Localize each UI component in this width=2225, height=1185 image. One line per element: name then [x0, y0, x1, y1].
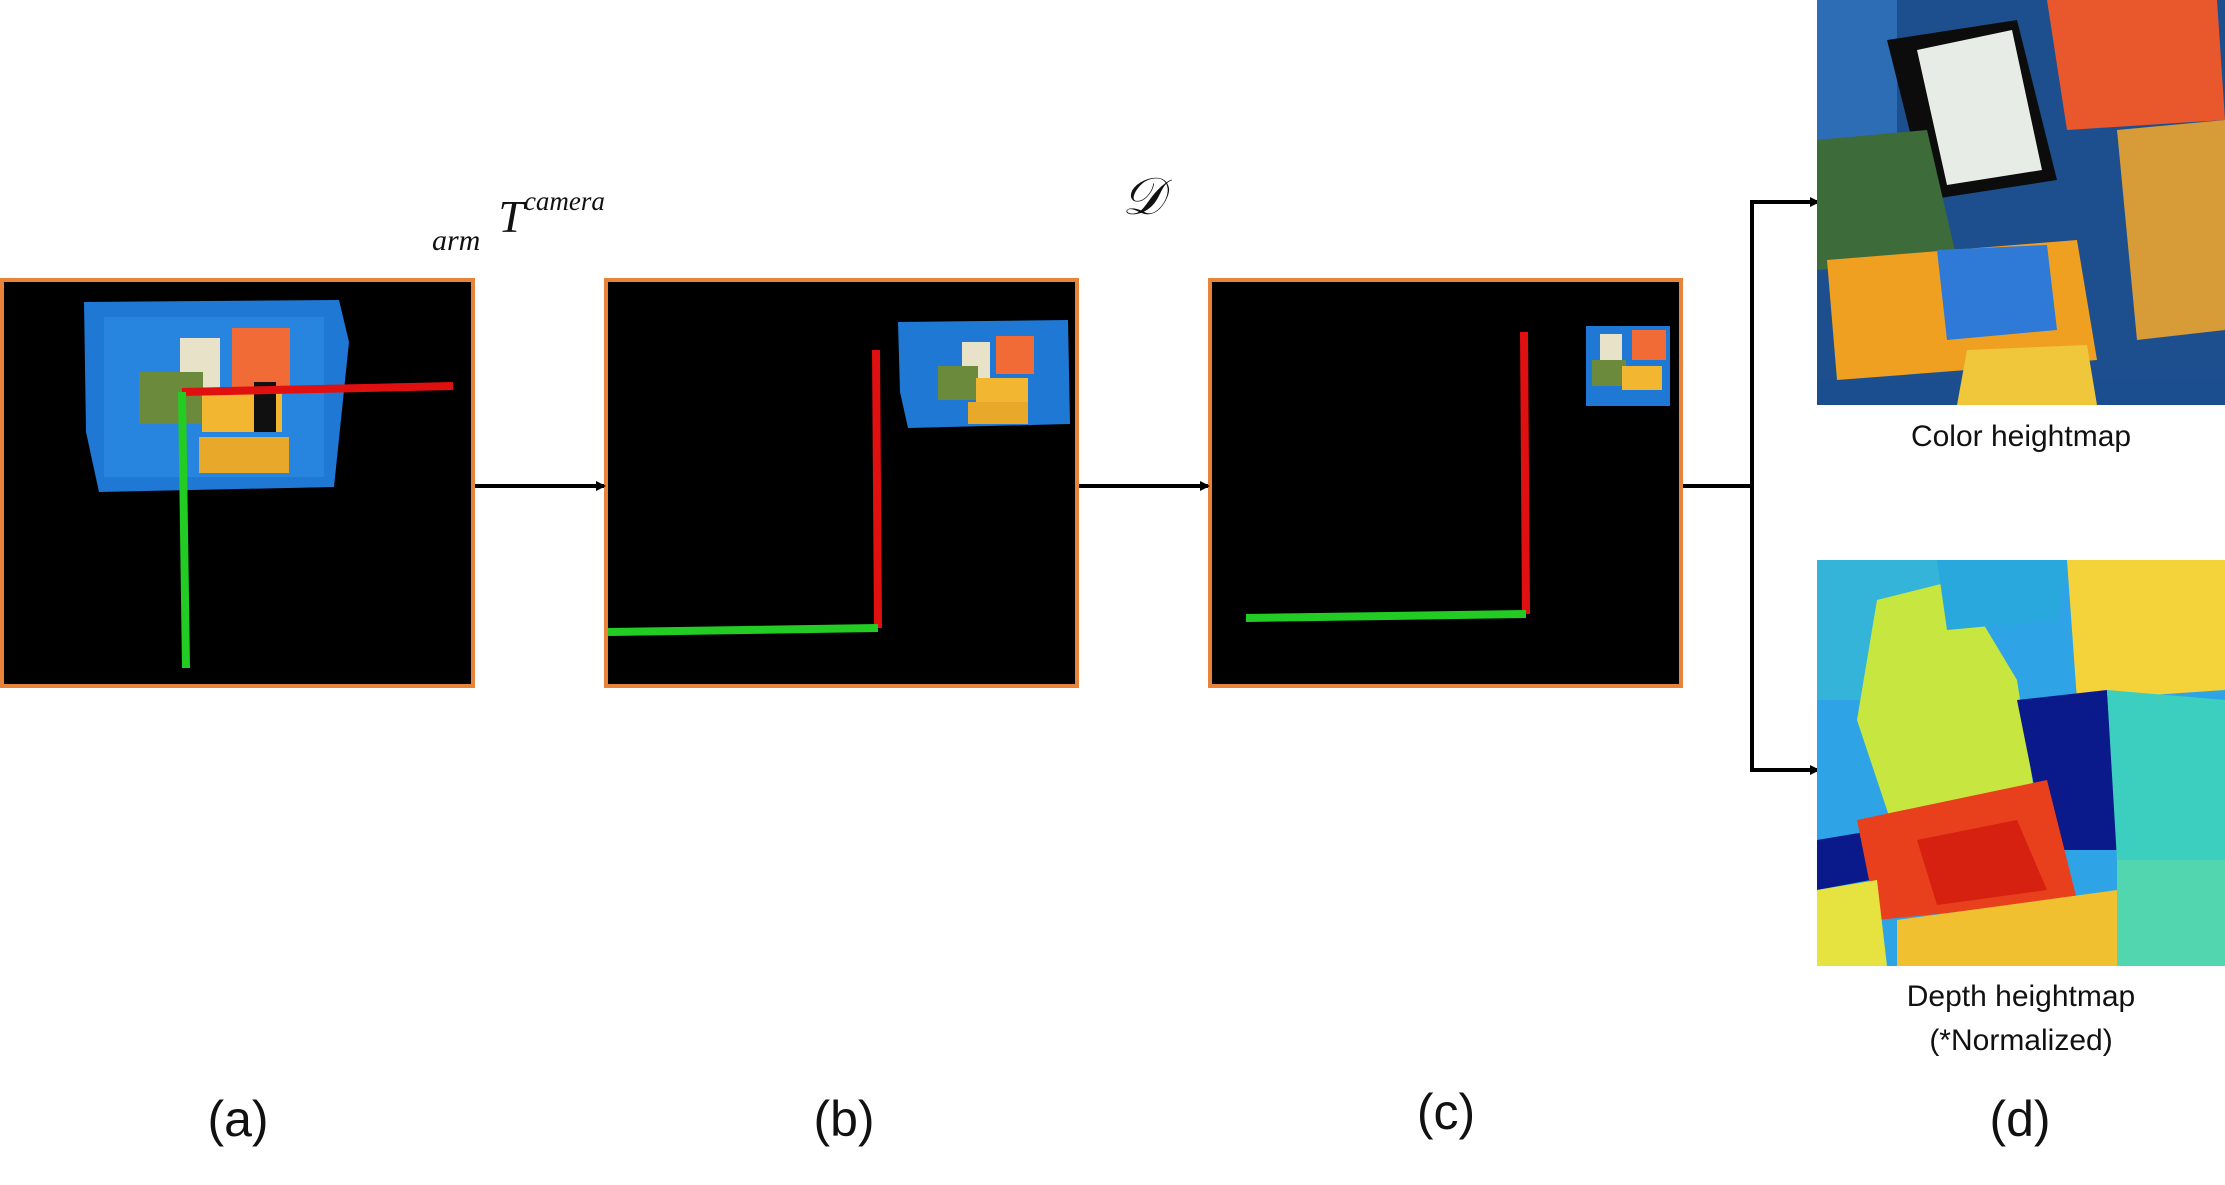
item-bottle — [1622, 366, 1662, 390]
x-axis — [181, 382, 454, 396]
item-box — [232, 328, 290, 388]
color-heightmap-caption: Color heightmap — [1910, 420, 2132, 453]
panel-b — [604, 278, 1079, 688]
panel-c-scene — [1245, 326, 1670, 622]
depth-heightmap-caption-1: Depth heightmap — [1906, 980, 2136, 1013]
x-axis — [872, 349, 882, 629]
item-pack — [1592, 360, 1626, 386]
item-box — [1632, 330, 1666, 360]
depth-heightmap-caption-2: (*Normalized) — [1929, 1024, 2113, 1057]
item-box — [996, 336, 1034, 374]
item-can — [1600, 334, 1622, 364]
item-dark — [254, 382, 276, 432]
panel-a-scene — [84, 300, 454, 669]
panel-c — [1208, 278, 1683, 688]
panel-a — [0, 278, 475, 688]
item-can-2 — [968, 402, 1028, 424]
transform-main: T — [498, 191, 524, 242]
y-axis — [178, 391, 190, 669]
item-can-2 — [199, 437, 289, 473]
y-axis — [1245, 610, 1527, 622]
label-a: (a) — [207, 1091, 269, 1147]
color-heightmap — [1817, 0, 2225, 405]
transform-sub: arm — [432, 224, 481, 257]
projection-label: 𝒟 — [1122, 169, 1164, 226]
y-axis — [608, 624, 879, 636]
panel-b-scene — [608, 320, 1070, 636]
label-c: (c) — [1416, 1084, 1476, 1140]
item-bottle — [976, 378, 1028, 406]
depth-heightmap-image — [1817, 560, 2225, 966]
item-pack — [139, 372, 203, 424]
color-heightmap-image — [1817, 0, 2225, 405]
label-d: (d) — [1989, 1091, 2051, 1147]
label-b: (b) — [813, 1091, 875, 1147]
transform-sup: camera — [523, 186, 605, 216]
depth-heightmap — [1817, 560, 2225, 966]
transform-label: arm Tcamera — [432, 168, 605, 257]
item-pack — [938, 366, 978, 400]
x-axis — [1520, 331, 1530, 615]
